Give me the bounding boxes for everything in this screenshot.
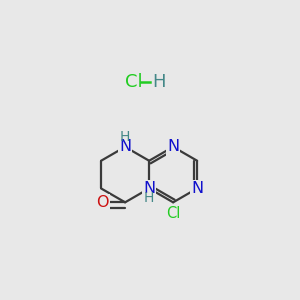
Text: O: O [96,195,109,210]
Text: Cl: Cl [125,73,142,91]
Text: N: N [119,140,131,154]
Text: H: H [152,73,166,91]
Text: N: N [167,140,179,154]
Text: Cl: Cl [166,206,180,221]
Text: N: N [191,181,203,196]
Text: N: N [143,181,155,196]
Text: H: H [120,130,130,144]
Text: H: H [143,191,154,206]
